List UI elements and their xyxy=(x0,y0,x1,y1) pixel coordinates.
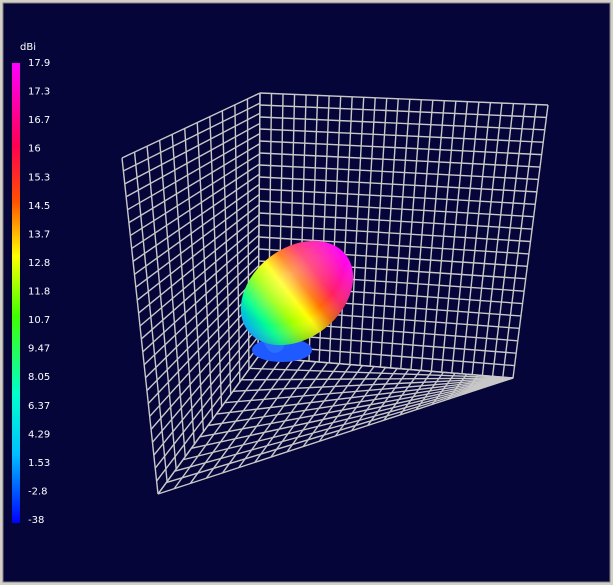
grid-line xyxy=(216,377,514,415)
grid-line xyxy=(259,152,541,168)
colorbar-label: 8.05 xyxy=(28,372,50,383)
grid-line xyxy=(232,377,514,392)
grid-line xyxy=(259,92,549,106)
colorbar-label: -38 xyxy=(28,515,44,526)
colorbar-unit: dBi xyxy=(20,42,36,53)
grid-line xyxy=(259,188,536,205)
colorbar-labels: 17.9 17.3 16.7 16 15.3 14.5 13.7 12.8 11.8 10.7 9.… xyxy=(28,58,50,526)
colorbar-label: 13.7 xyxy=(28,229,50,240)
grid-line xyxy=(249,367,514,379)
grid-line xyxy=(127,133,261,211)
colorbar-label: 17.3 xyxy=(28,87,50,98)
grid-line xyxy=(259,104,547,119)
colorbar-label: 12.8 xyxy=(28,258,50,269)
grid-line xyxy=(259,128,544,143)
grid-line xyxy=(207,377,514,427)
grid-line xyxy=(157,377,514,495)
colorbar-label: 15.3 xyxy=(28,172,50,183)
grid-line xyxy=(259,140,542,156)
grid-line xyxy=(138,214,260,314)
grid xyxy=(121,92,549,495)
colorbar xyxy=(12,63,20,523)
grid-line xyxy=(182,377,514,461)
grid-line xyxy=(147,285,260,405)
colorbar-label: 1.53 xyxy=(28,458,50,469)
grid-line xyxy=(224,377,514,404)
grid-line xyxy=(153,326,259,456)
grid-line xyxy=(128,143,260,224)
lobe-shade xyxy=(240,240,354,346)
grid-line xyxy=(145,265,260,379)
colorbar-label: 11.8 xyxy=(28,287,50,298)
radiation-lobe xyxy=(240,240,354,362)
grid-line xyxy=(259,200,534,218)
grid-line xyxy=(124,112,261,185)
grid-line xyxy=(154,336,259,469)
grid-line xyxy=(135,193,260,288)
grid-line xyxy=(259,212,533,230)
grid-line xyxy=(123,102,261,172)
grid-line xyxy=(258,224,531,243)
grid-line xyxy=(131,163,260,250)
grid-line xyxy=(125,122,261,198)
colorbar-label: 17.9 xyxy=(28,58,50,69)
grid-line xyxy=(166,377,514,484)
grid-line xyxy=(259,176,537,193)
grid-line xyxy=(259,164,539,181)
grid-line xyxy=(149,295,259,417)
colorbar-label: 4.29 xyxy=(28,429,50,440)
grid-line xyxy=(150,305,259,430)
grid-line xyxy=(156,346,259,482)
grid-line xyxy=(136,204,260,301)
grid-line xyxy=(146,275,260,392)
colorbar-label: 10.7 xyxy=(28,315,50,326)
grid-line xyxy=(134,183,260,275)
grid-line xyxy=(142,244,260,353)
grid-line xyxy=(151,315,259,443)
colorbar-label: 14.5 xyxy=(28,201,50,212)
grid-line xyxy=(132,173,260,262)
grid-line xyxy=(191,377,514,450)
grid-line xyxy=(143,254,260,366)
colorbar-label: 16.7 xyxy=(28,115,50,126)
colorbar-label: 6.37 xyxy=(28,401,50,412)
grid-line xyxy=(129,153,260,237)
grid-line xyxy=(257,356,514,379)
grid-line xyxy=(259,116,545,131)
grid-line xyxy=(174,377,514,472)
grid-line xyxy=(258,236,529,255)
grid-line xyxy=(121,92,261,159)
colorbar-label: 16 xyxy=(28,144,41,155)
colorbar-label: 9.47 xyxy=(28,344,50,355)
grid-line xyxy=(199,377,514,438)
grid-line xyxy=(140,234,260,340)
colorbar-label: -2.8 xyxy=(28,486,48,497)
grid-line xyxy=(139,224,260,327)
grid-line xyxy=(241,377,514,381)
